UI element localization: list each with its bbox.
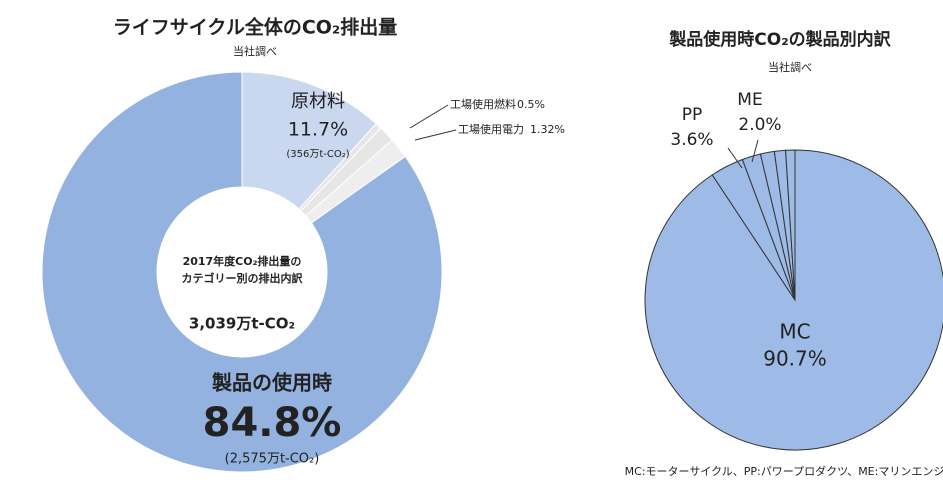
slice xyxy=(644,149,943,451)
chart-title: 製品使用時CO₂の製品別内訳 xyxy=(668,29,891,50)
category-label: 製品の使用時 xyxy=(212,371,332,395)
value-label: 3.6% xyxy=(670,130,713,150)
value-label: 90.7% xyxy=(763,347,827,371)
chart-title: ライフサイクル全体のCO₂排出量 xyxy=(113,16,397,39)
amount-label: (2,575万t-CO₂) xyxy=(225,452,320,467)
category-label: ME xyxy=(737,90,762,110)
slice xyxy=(785,149,796,301)
category-label: PP xyxy=(682,105,703,125)
leader-line xyxy=(414,129,457,141)
category-label: 工場使用電力 xyxy=(458,123,524,136)
amount-label: (356万t-CO₂) xyxy=(286,149,349,160)
chart-subtitle: 当社調べ xyxy=(768,60,812,74)
leader-line xyxy=(409,104,449,129)
value-label: 0.5% xyxy=(517,98,545,111)
center-value: 3,039万t-CO₂ xyxy=(189,315,295,333)
chart-subtitle: 当社調べ xyxy=(233,44,277,58)
category-label: 工場使用燃料 xyxy=(450,97,516,111)
leader-line xyxy=(727,147,743,169)
center-label: 2017年度CO₂排出量の xyxy=(183,254,302,268)
slice xyxy=(41,71,443,473)
value-label: 11.7% xyxy=(288,119,348,141)
value-label: 2.0% xyxy=(738,115,781,135)
category-label: 原材料 xyxy=(291,91,345,112)
value-label: 84.8% xyxy=(203,400,342,446)
leader-line xyxy=(751,139,759,163)
category-label: MC xyxy=(779,320,810,344)
center-label: カテゴリー別の排出内訳 xyxy=(182,271,304,285)
footnote: MC:モーターサイクル、PP:パワープロダクツ、ME:マリンエンジン xyxy=(625,464,943,478)
value-label: 1.32% xyxy=(530,123,565,136)
